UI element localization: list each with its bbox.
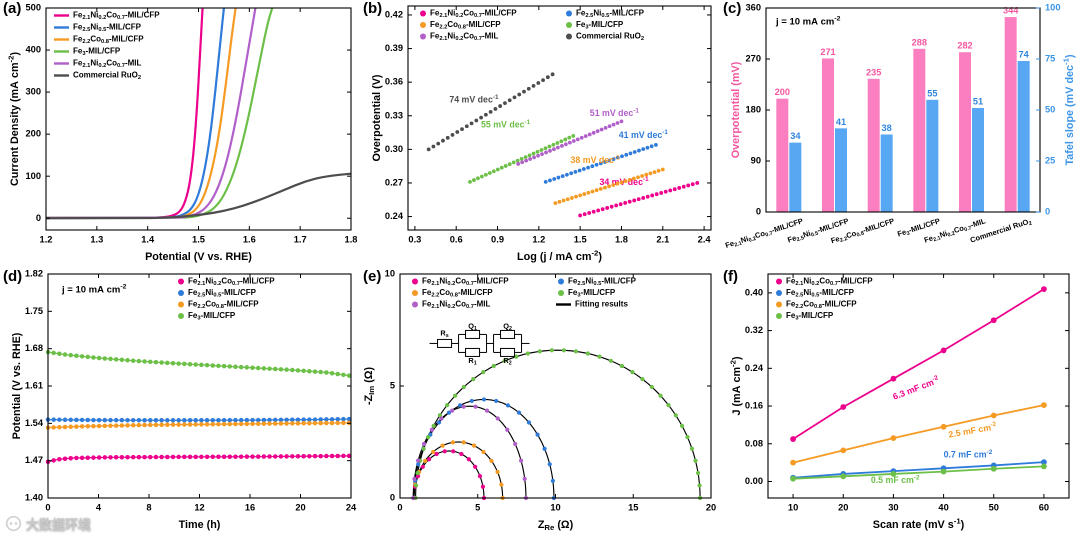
panel-a: (a) [0, 0, 360, 268]
watermark-logo-icon [5, 515, 22, 532]
panel-a-chart-canvas [0, 0, 360, 268]
panel-c-chart-canvas [720, 0, 1080, 268]
panel-c: (c) [720, 0, 1080, 268]
panel-e-label: (e) [363, 268, 382, 285]
panel-c-label: (c) [723, 0, 742, 17]
panel-f-label: (f) [723, 268, 738, 285]
panel-f-chart-canvas [720, 268, 1080, 536]
panel-a-label: (a) [3, 0, 22, 17]
watermark: 大数据环境 [5, 514, 91, 533]
panel-b-label: (b) [363, 0, 383, 17]
panel-f: (f) [720, 268, 1080, 536]
panel-b: (b) [360, 0, 720, 268]
watermark-text: 大数据环境 [26, 517, 92, 532]
panel-d-label: (d) [3, 268, 23, 285]
panel-d: (d) [0, 268, 360, 536]
panel-e-chart-canvas [360, 268, 720, 536]
panel-b-chart-canvas [360, 0, 720, 268]
panel-d-chart-canvas [0, 268, 360, 536]
panel-e: (e) [360, 268, 720, 536]
